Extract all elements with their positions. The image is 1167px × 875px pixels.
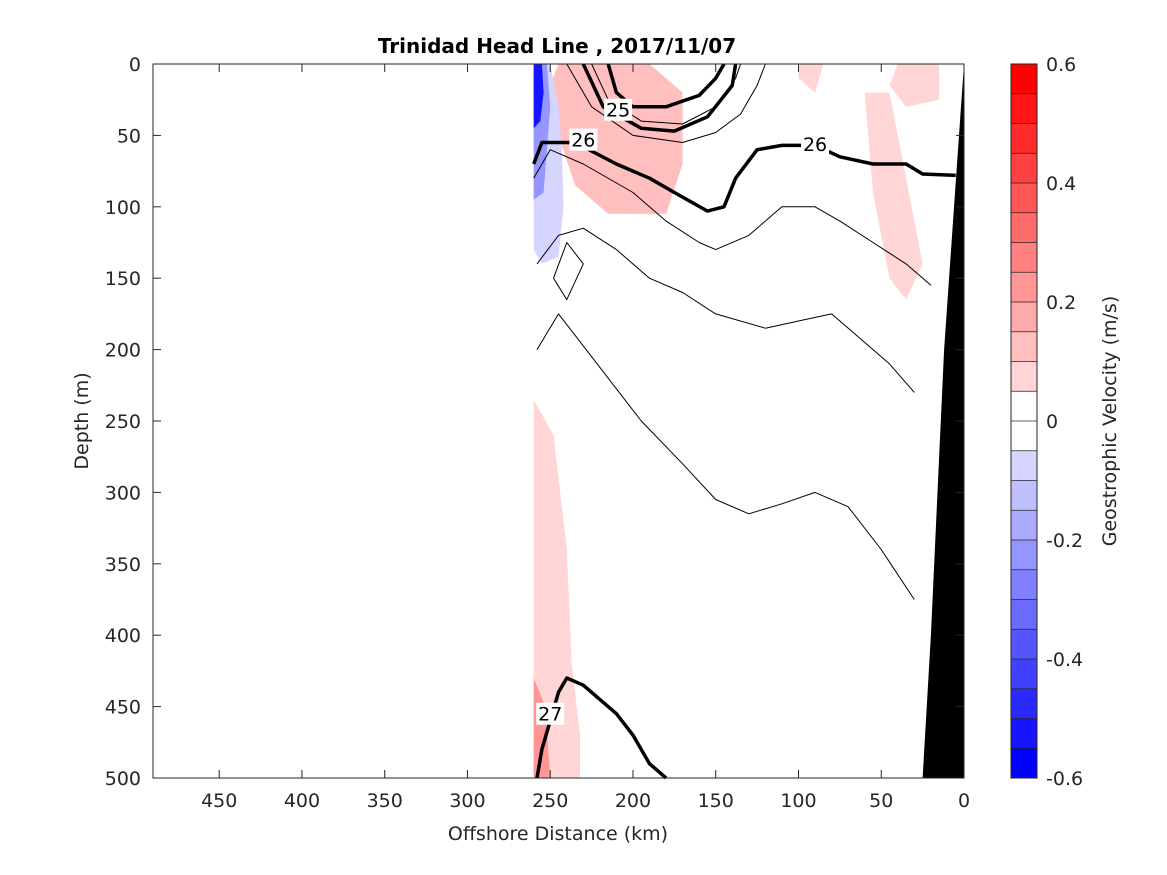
colorbar-swatch	[1011, 272, 1037, 303]
velocity-patch	[583, 570, 667, 778]
colorbar-swatch	[1011, 480, 1037, 511]
x-tick-label: 250	[532, 790, 568, 812]
x-tick-label: 0	[958, 790, 970, 812]
isopycnal-contour	[533, 149, 932, 286]
x-tick-label: 150	[698, 790, 734, 812]
velocity-patch	[533, 399, 580, 778]
colorbar-swatch	[1011, 153, 1037, 184]
colorbar-swatch	[1011, 331, 1037, 362]
colorbar-tick-label: 0	[1046, 411, 1058, 433]
y-tick-label: 150	[105, 268, 141, 290]
contour-label: 26	[803, 134, 827, 156]
colorbar-swatch	[1011, 183, 1037, 214]
colorbar-swatch	[1011, 64, 1037, 95]
colorbar: 0.6 0.4 0.2 0 -0.2 -0.4 -0.6	[1010, 54, 1083, 790]
colorbar-swatch	[1011, 599, 1037, 630]
colorbar-swatch	[1011, 123, 1037, 154]
isopycnal-bold-contour	[535, 676, 668, 780]
x-tick-label: 350	[367, 790, 403, 812]
y-axis-label: Depth (m)	[71, 372, 93, 469]
x-tick-label: 300	[449, 790, 485, 812]
colorbar-swatch	[1011, 718, 1037, 749]
chart-title: Trinidad Head Line , 2017/11/07	[378, 34, 736, 58]
velocity-patch	[864, 92, 923, 300]
y-tick-label: 250	[105, 411, 141, 433]
isopycnal-contour	[566, 63, 766, 143]
isopycnal-contour	[536, 227, 915, 393]
contour-label: 26	[571, 130, 595, 152]
y-tick-label: 100	[105, 197, 141, 219]
colorbar-label: Geostrophic Velocity (m/s)	[1099, 296, 1121, 546]
isopycnal-bold-contour	[532, 140, 956, 213]
y-tick-label: 500	[105, 768, 141, 790]
isopycnal-contour	[553, 242, 584, 301]
x-tick-label: 450	[201, 790, 237, 812]
y-tick-label: 450	[105, 697, 141, 719]
velocity-patch	[889, 64, 940, 107]
contour-label-background	[569, 128, 598, 151]
x-tick-label: 100	[780, 790, 816, 812]
contour-label-background	[604, 98, 633, 121]
y-tick-label: 400	[105, 625, 141, 647]
x-axis-label: Offshore Distance (km)	[448, 823, 668, 845]
isopycnal-contour	[536, 313, 915, 600]
isopycnal-bold-contour	[581, 63, 738, 133]
colorbar-swatch	[1011, 361, 1037, 392]
colorbar-swatch	[1011, 212, 1037, 243]
colorbar-swatch	[1011, 659, 1037, 690]
colorbar-swatch	[1011, 688, 1037, 719]
velocity-patch	[533, 64, 544, 129]
y-tick-label: 50	[117, 125, 141, 147]
colorbar-swatch	[1011, 421, 1037, 452]
colorbar-tick-label: 0.6	[1046, 54, 1076, 76]
y-tick-label: 300	[105, 482, 141, 504]
colorbar-swatch	[1011, 540, 1037, 571]
contour-label: 25	[606, 100, 630, 122]
contour-label: 27	[538, 704, 562, 726]
contour-label-background	[801, 132, 830, 155]
colorbar-tick-label: -0.4	[1046, 649, 1083, 671]
colorbar-swatch	[1011, 748, 1037, 779]
velocity-patch	[724, 64, 777, 164]
colorbar-swatch	[1011, 629, 1037, 660]
y-tick-label: 200	[105, 340, 141, 362]
colorbar-tick-label: 0.2	[1046, 292, 1076, 314]
x-tick-label: 50	[869, 790, 893, 812]
colorbar-tick-label: -0.6	[1046, 768, 1083, 790]
colorbar-swatch	[1011, 93, 1037, 124]
x-tick-label: 200	[615, 790, 651, 812]
shelf-mask	[922, 64, 964, 778]
colorbar-swatch	[1011, 569, 1037, 600]
velocity-patch	[869, 556, 923, 778]
contour-label-background	[536, 702, 565, 725]
velocity-patch	[798, 64, 824, 93]
colorbar-swatch	[1011, 391, 1037, 422]
colorbar-tick-label: -0.2	[1046, 530, 1083, 552]
colorbar-swatch	[1011, 302, 1037, 333]
colorbar-swatch	[1011, 510, 1037, 541]
colorbar-tick-label: 0.4	[1046, 173, 1076, 195]
colorbar-border	[1010, 63, 1038, 779]
y-tick-label: 350	[105, 554, 141, 576]
y-tick-label: 0	[129, 54, 141, 76]
isopycnal-bold-contour	[606, 63, 726, 109]
colorbar-swatch	[1011, 242, 1037, 273]
x-tick-label: 400	[284, 790, 320, 812]
colorbar-swatch	[1011, 450, 1037, 481]
